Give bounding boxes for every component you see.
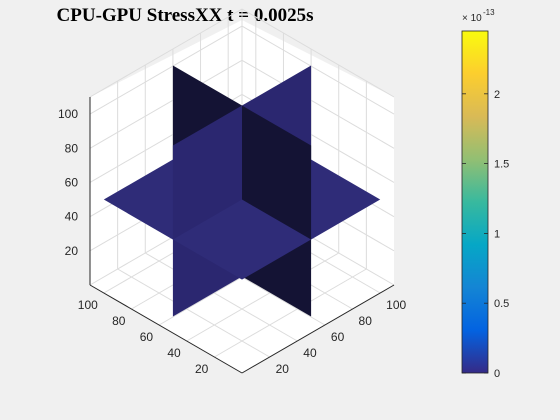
x-tick-label: 40 — [303, 346, 317, 360]
colorbar-exponent-base: × 10 — [462, 13, 482, 24]
colorbar-exponent-power: -13 — [483, 8, 495, 17]
z-tick-label: 60 — [65, 175, 79, 189]
grid-line-z-wall-right — [241, 25, 395, 115]
tick-labels: 20 40 60 80 100 20 40 60 80 100 20 40 60 80 100 — [58, 107, 407, 376]
edge — [89, 8, 243, 98]
colorbar-gradient — [461, 30, 489, 374]
grid-line-y-floor — [214, 268, 367, 358]
axis-line-y — [89, 284, 243, 374]
y-tick-label: 60 — [140, 330, 154, 344]
grid-line-z-wall-left — [89, 25, 243, 115]
x-tick-label: 100 — [386, 298, 406, 312]
colorbar-ticks: 0 0.5 1 1.5 2 — [462, 89, 509, 380]
grid-line-x-floor — [145, 252, 298, 342]
grid-line-y-floor — [186, 252, 339, 342]
y-tick-label: 80 — [112, 314, 126, 328]
z-tick-label: 100 — [58, 107, 78, 121]
plot-title: CPU-GPU StressXX t = 0.0025s — [56, 5, 314, 26]
colorbar: 0 0.5 1 1.5 2 — [461, 30, 509, 380]
colorbar-tick-label: 1 — [494, 228, 500, 240]
slice-planes — [103, 65, 381, 317]
y-tick-label: 40 — [167, 346, 181, 360]
edge — [241, 8, 395, 98]
y-tick-label: 20 — [195, 362, 209, 376]
grid-line-z-wall-left — [89, 59, 243, 149]
grid-line-x-floor — [117, 268, 270, 358]
colorbar-tick-label: 2 — [494, 89, 500, 101]
x-tick-label: 60 — [331, 330, 345, 344]
x-tick-label: 20 — [276, 362, 290, 376]
z-tick-label: 80 — [65, 141, 79, 155]
y-tick-label: 100 — [78, 298, 98, 312]
z-tick-label: 40 — [65, 210, 79, 224]
colorbar-tick-label: 1.5 — [494, 159, 509, 171]
slice-z-front-quadrant — [172, 199, 312, 280]
z-tick-label: 20 — [65, 244, 79, 258]
axis-line-x — [241, 284, 395, 374]
colorbar-tick-label: 0.5 — [494, 298, 509, 310]
grid-line-z-wall-right — [241, 59, 395, 149]
colorbar-tick-label: 0 — [494, 368, 500, 380]
x-tick-label: 80 — [359, 314, 373, 328]
